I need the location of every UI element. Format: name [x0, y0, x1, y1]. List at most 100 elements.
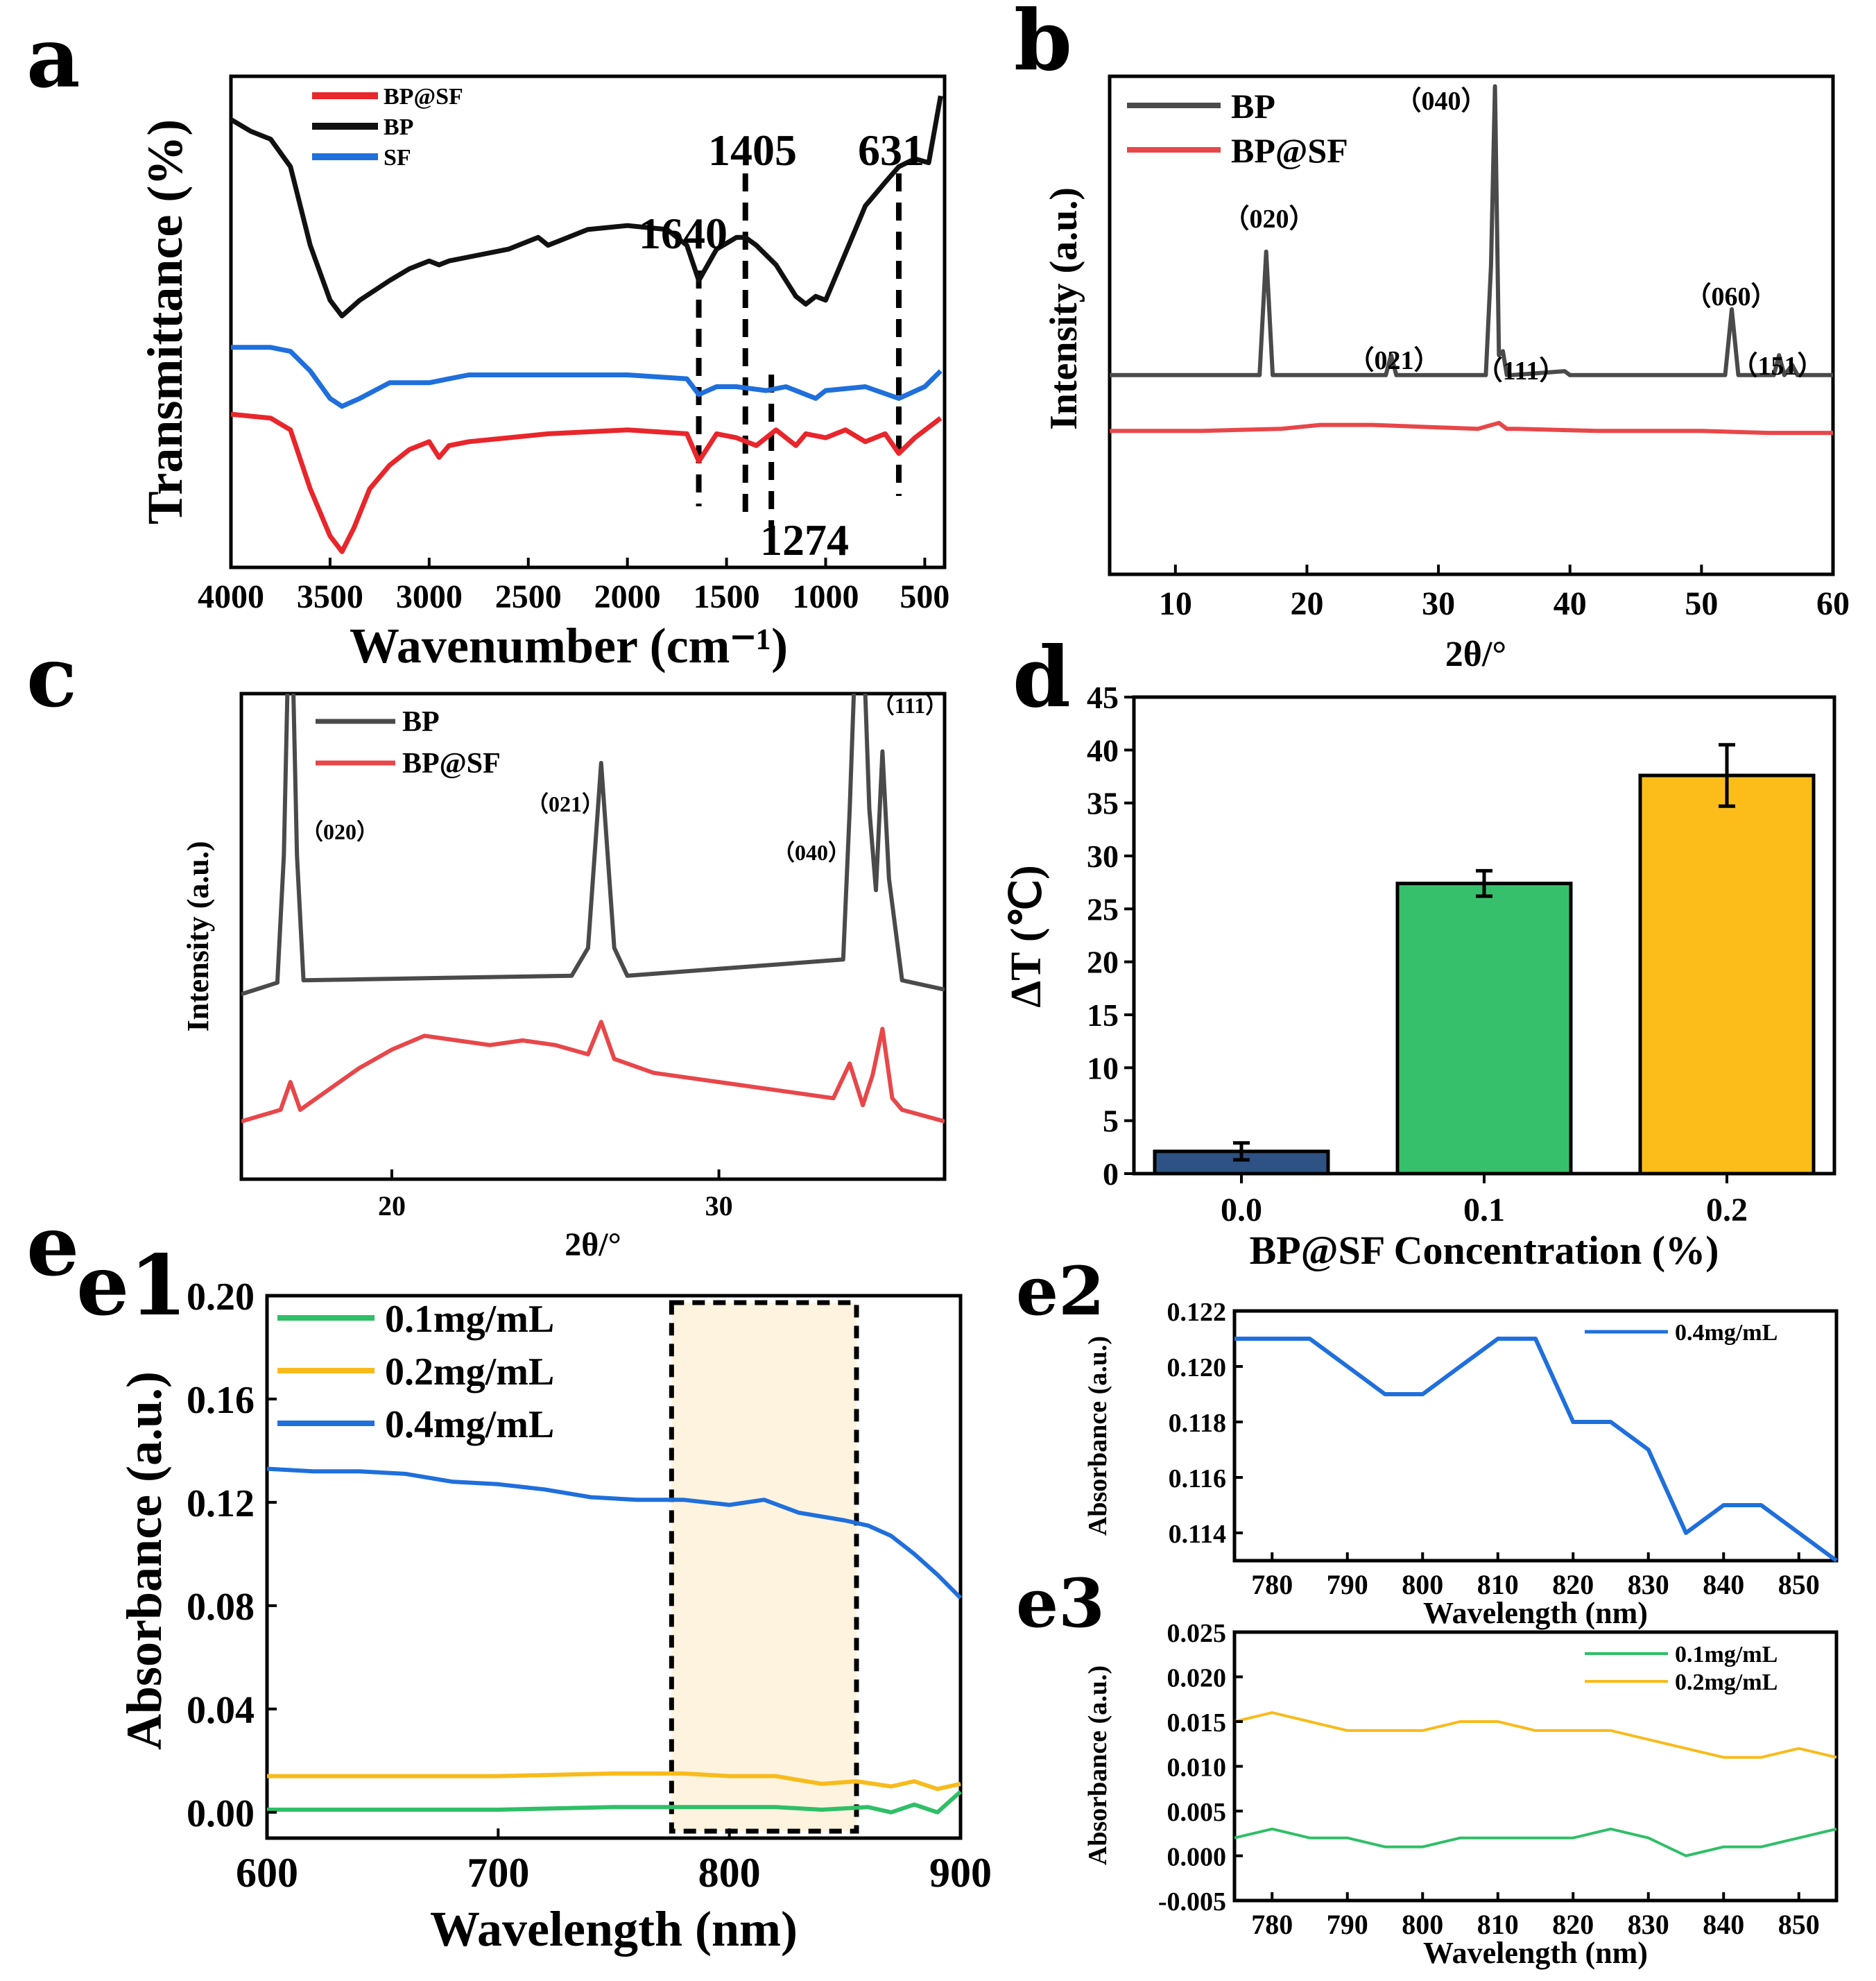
legend-label: BP@SF — [1231, 131, 1348, 170]
panel-letter-e2: e2 — [1016, 1252, 1105, 1330]
peak-label: （151） — [1731, 352, 1823, 381]
y-axis-label: Intensity (a.u.) — [1042, 187, 1085, 430]
y-tick-label: 0.010 — [1167, 1753, 1227, 1783]
x-tick-label: 850 — [1778, 1569, 1820, 1600]
y-tick-label: 5 — [1103, 1104, 1119, 1139]
y-tick-label: 0.114 — [1169, 1520, 1226, 1549]
y-tick-label: -0.005 — [1158, 1887, 1226, 1916]
y-tick-label: 0.12 — [187, 1482, 255, 1525]
series-line-bp — [1110, 84, 1833, 377]
y-axis-label: ΔT (℃) — [1003, 865, 1050, 1008]
peak-annotation: 1274 — [760, 515, 849, 565]
series-line-bp — [241, 694, 945, 997]
panel-e2-absorbance-chart: 780 790 800 810 820 830 840 850 0.114 0.116 0.118 0… — [1083, 1298, 1839, 1630]
y-tick-label: 45 — [1087, 680, 1119, 715]
x-tick-label: 790 — [1327, 1909, 1368, 1940]
x-tick-label: 1000 — [793, 578, 859, 615]
x-tick-label: 30 — [1422, 585, 1455, 622]
highlight-band — [669, 1300, 859, 1834]
x-tick-label: 0.2 — [1706, 1192, 1748, 1228]
panel-c-xrd-zoom-chart: （020） （021） （040） （111） 20 30 2θ/° Intensity (a… — [181, 692, 947, 1263]
x-tick-label: 600 — [236, 1850, 298, 1896]
x-tick-label: 10 — [1159, 585, 1192, 622]
panel-letter-e: e — [26, 1197, 79, 1295]
y-tick-label: 0.16 — [187, 1379, 255, 1422]
x-tick-label: 850 — [1778, 1909, 1820, 1940]
panel-letter-c: c — [26, 628, 77, 726]
x-tick-label: 3000 — [396, 578, 463, 615]
x-tick-label: 1500 — [694, 578, 760, 615]
x-tick-label: 830 — [1628, 1909, 1669, 1940]
x-tick-label: 800 — [1402, 1569, 1443, 1600]
legend-label: BP@SF — [384, 84, 463, 110]
y-axis-label: Intensity (a.u.) — [181, 841, 215, 1031]
x-tick-label: 800 — [698, 1850, 761, 1896]
panel-a-ftir-chart: 1640 1405 631 1274 4000 3500 3000 2500 2000 1500 1… — [137, 74, 949, 674]
panel-letter-e3: e3 — [1016, 1564, 1105, 1643]
x-tick-label: 60 — [1816, 585, 1850, 622]
x-tick-label: 500 — [900, 578, 949, 615]
y-tick-label: 0 — [1103, 1156, 1119, 1192]
x-tick-label: 3500 — [297, 578, 363, 615]
x-tick-label: 40 — [1554, 585, 1587, 622]
x-tick-label: 30 — [705, 1190, 733, 1221]
x-tick-label: 0.0 — [1221, 1192, 1262, 1228]
peak-label: （021） — [1348, 346, 1440, 375]
panel-e2-frame — [1232, 1309, 1839, 1563]
series-line-0.4mg-per-mL — [1234, 1337, 1838, 1563]
legend-label: 0.2mg/mL — [1675, 1670, 1778, 1695]
y-axis-label: Absorbance (a.u.) — [1083, 1665, 1112, 1865]
y-tick-label: 30 — [1087, 839, 1119, 874]
peak-label: （111） — [1477, 357, 1566, 386]
x-tick-label: 810 — [1477, 1909, 1519, 1940]
y-axis-label: Absorbance (a.u.) — [1083, 1336, 1112, 1536]
peak-annotation: 1640 — [639, 209, 728, 258]
legend-label: BP — [1231, 87, 1275, 126]
x-tick-label: 900 — [929, 1850, 992, 1896]
legend-label: BP — [384, 114, 413, 140]
panel-c-frame — [239, 692, 947, 1181]
panel-d-bar-chart: 0.0 0.1 0.2 0 5 10 15 20 25 30 35 40 45 BP@SF Concent… — [1003, 680, 1836, 1273]
x-axis-label: BP@SF Concentration (%) — [1250, 1228, 1719, 1273]
y-tick-label: 0.025 — [1167, 1619, 1227, 1648]
peak-label: （060） — [1685, 282, 1777, 311]
peak-annotation: 631 — [858, 126, 924, 175]
y-tick-label: 0.118 — [1169, 1409, 1226, 1438]
bar-0.1 — [1395, 882, 1573, 1176]
x-axis-label: Wavelength (nm) — [1423, 1936, 1648, 1970]
series-line-bp-at-sf — [230, 411, 943, 554]
x-tick-label: 820 — [1552, 1909, 1594, 1940]
series-line-0.2mg-per-mL — [267, 1771, 961, 1792]
y-axis-label: Absorbance (a.u.) — [117, 1371, 172, 1750]
x-tick-label: 800 — [1402, 1909, 1443, 1940]
peak-label: （020） — [301, 819, 379, 844]
series-line-sf — [231, 345, 943, 409]
x-tick-label: 20 — [1290, 585, 1323, 622]
y-tick-label: 0.00 — [187, 1792, 255, 1835]
y-tick-label: 35 — [1087, 786, 1119, 821]
y-tick-label: 0.120 — [1167, 1353, 1227, 1382]
series-line-0.1mg-per-mL — [267, 1790, 962, 1815]
x-tick-label: 830 — [1628, 1569, 1669, 1600]
x-tick-label: 780 — [1251, 1909, 1293, 1940]
peak-annotation: 1405 — [708, 126, 797, 175]
y-tick-label: 40 — [1087, 732, 1119, 768]
panel-e1-frame — [265, 1294, 963, 1840]
x-axis-label: Wavelength (nm) — [1423, 1596, 1648, 1630]
peak-label: （020） — [1223, 205, 1315, 234]
x-tick-label: 840 — [1703, 1569, 1744, 1600]
x-axis-label: Wavenumber (cm⁻¹) — [350, 618, 788, 674]
panel-letter-e1: e1 — [76, 1237, 187, 1335]
panel-b-frame — [1108, 74, 1835, 576]
x-tick-label: 810 — [1477, 1569, 1519, 1600]
y-tick-label: 0.122 — [1167, 1298, 1227, 1327]
x-tick-label: 790 — [1327, 1569, 1368, 1600]
x-tick-label: 2500 — [495, 578, 562, 615]
legend-label: BP — [402, 706, 440, 738]
series-line-bp — [230, 95, 943, 318]
x-axis-label: Wavelength (nm) — [430, 1901, 798, 1957]
panel-e3-absorbance-chart: 780 790 800 810 820 830 840 850 -0.005 0.000 0.005… — [1083, 1619, 1839, 1970]
y-tick-label: 25 — [1087, 891, 1119, 927]
y-tick-label: 15 — [1087, 997, 1119, 1033]
y-tick-label: 0.005 — [1167, 1798, 1227, 1827]
